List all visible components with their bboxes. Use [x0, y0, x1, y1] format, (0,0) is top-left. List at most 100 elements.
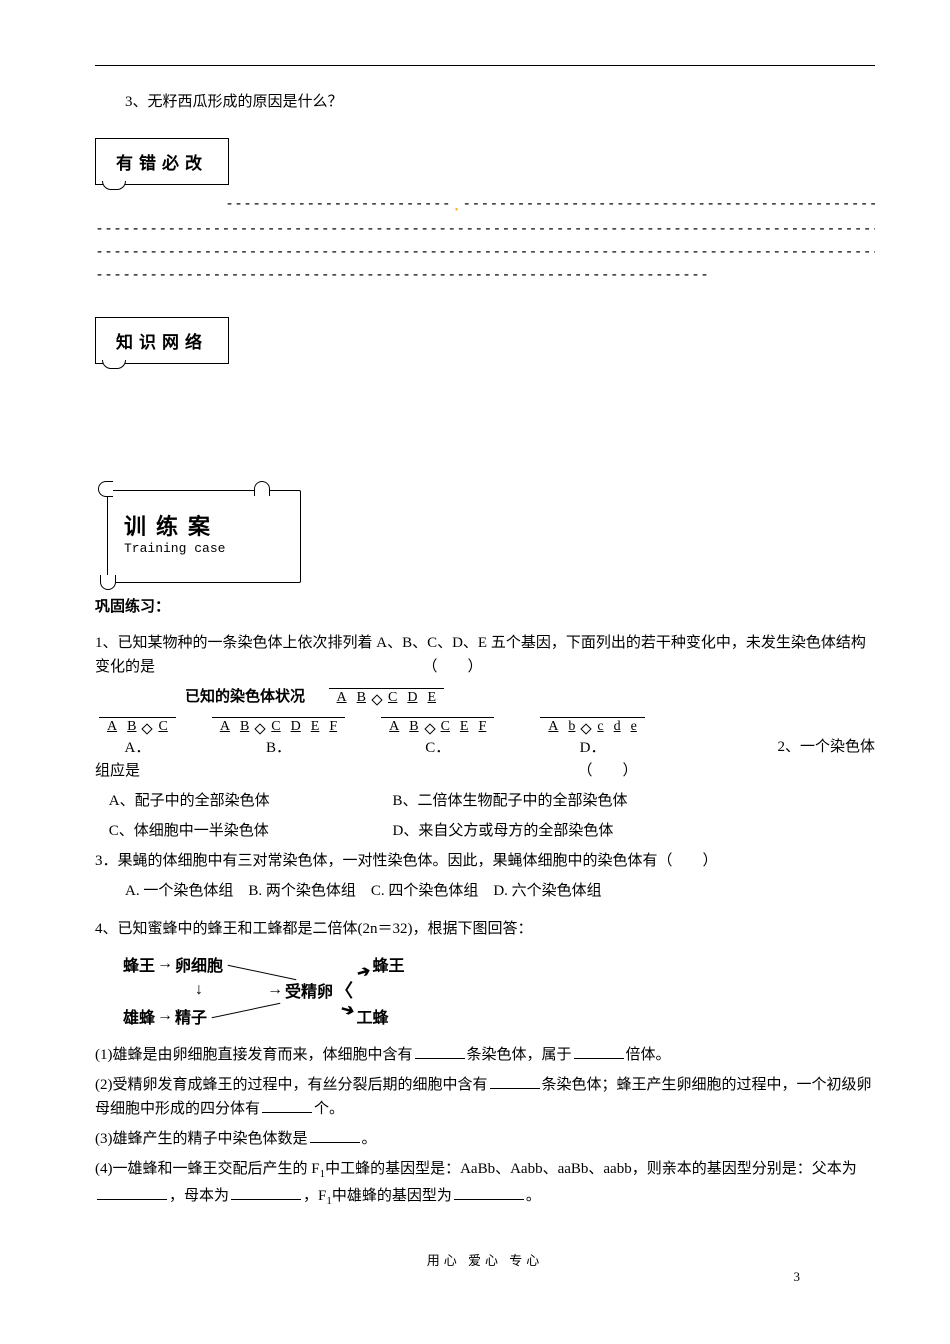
- dash-line-4: ----------------------------------------…: [95, 264, 875, 285]
- q1-known-label: 已知的染色体状况: [185, 689, 305, 705]
- gD1: A: [543, 719, 563, 735]
- q4-p1-b: 条染色体，属于: [467, 1047, 572, 1063]
- dash-line-2: ----------------------------------------…: [95, 218, 875, 239]
- q4-p2: (2)受精卵发育成蜂王的过程中，有丝分裂后期的细胞中含有条染色体；蜂王产生卵细胞…: [95, 1073, 875, 1121]
- q4-p2-a: (2)受精卵发育成蜂王的过程中，有丝分裂后期的细胞中含有: [95, 1077, 488, 1093]
- q2-opt-C: C、体细胞中一半染色体: [109, 819, 389, 843]
- gB5: E: [306, 719, 325, 735]
- q4-p3-a: (3)雄蜂产生的精子中染色体数是: [95, 1131, 308, 1147]
- gA3: C: [153, 719, 172, 735]
- blank: [310, 1127, 360, 1143]
- orange-dot-icon: •: [455, 205, 459, 216]
- scroll-curl-icon: [98, 481, 113, 497]
- q4-p4-e: 中雄蜂的基因型为: [332, 1188, 452, 1204]
- q2-opt-D: D、来自父方或母方的全部染色体: [393, 823, 614, 839]
- q2-tail: 组应是: [95, 763, 140, 779]
- bee-queen-2: 蜂王: [372, 952, 404, 976]
- gC1: A: [384, 719, 404, 735]
- centromere-icon: [581, 723, 592, 734]
- question-4-stem: 4、已知蜜蜂中的蜂王和工蜂都是二倍体(2n＝32)，根据下图回答：: [95, 917, 875, 941]
- section-knowledge-label: 知识网络: [116, 333, 208, 352]
- q-seedless: 3、无籽西瓜形成的原因是什么？: [95, 90, 875, 114]
- blank: [97, 1184, 167, 1200]
- bee-sperm: 精子: [175, 1004, 207, 1028]
- gD5: e: [626, 719, 642, 735]
- gC3: C: [436, 719, 455, 735]
- arrow-right-icon: →: [265, 981, 285, 999]
- q4-p2-c: 个。: [314, 1101, 344, 1117]
- dash-row-1: ------------------------- • ------------…: [95, 191, 875, 216]
- section-corrections: 有错必改: [95, 138, 229, 185]
- gC5: F: [473, 719, 491, 735]
- gene-E: E: [422, 690, 441, 706]
- dash-line-3: ----------------------------------------…: [95, 241, 875, 262]
- gene-B: B: [352, 690, 371, 706]
- q3-opts: A. 一个染色体组 B. 两个染色体组 C. 四个染色体组 D. 六个染色体组: [125, 879, 875, 903]
- diag-line-icon: [212, 1002, 281, 1018]
- gene-D: D: [402, 690, 422, 706]
- q4-p4-b: 中工蜂的基因型是：AaBb、Aabb、aaBb、aabb，则亲本的基因型分别是：…: [325, 1161, 857, 1177]
- bee-fertilized: 受精卵: [285, 978, 333, 1002]
- question-3: 3．果蝇的体细胞中有三对常染色体，一对性染色体。因此，果蝇体细胞中的染色体有（ …: [95, 849, 875, 873]
- dash-line-1a: -------------------------: [225, 193, 451, 214]
- training-case-box: 训练案 Training case: [107, 490, 301, 583]
- q4-p1-c: 倍体。: [626, 1047, 671, 1063]
- q2-lead: 2、一个染色体: [777, 735, 875, 759]
- blank: [415, 1043, 465, 1059]
- training-title: 训练案: [124, 509, 284, 541]
- centromere-icon: [142, 723, 153, 734]
- arrow-down-icon: ↓: [193, 981, 205, 999]
- arrow-right-icon: →: [155, 1007, 175, 1025]
- footer: 用心 爱心 专心 3: [95, 1250, 875, 1269]
- blank: [231, 1184, 301, 1200]
- q4-p4-a: (4)一雄蜂和一蜂王交配后产生的 F: [95, 1161, 320, 1177]
- q1-paren: （ ）: [423, 659, 483, 675]
- q3-stem: 3．果蝇的体细胞中有三对常染色体，一对性染色体。因此，果蝇体细胞中的染色体有（ …: [95, 853, 718, 869]
- gB2: B: [235, 719, 254, 735]
- centromere-icon: [371, 694, 382, 705]
- gene-A: A: [332, 690, 352, 706]
- q2-opts-row1: A、配子中的全部染色体 B、二倍体生物配子中的全部染色体: [95, 789, 875, 813]
- q1-optB-chromo: A B C D E F: [212, 717, 345, 736]
- gD4: d: [609, 719, 626, 735]
- training-sub: Training case: [124, 541, 284, 556]
- q2-opts-row2: C、体细胞中一半染色体 D、来自父方或母方的全部染色体: [95, 819, 875, 843]
- bee-worker: 工蜂: [356, 1004, 388, 1028]
- q4-p3: (3)雄蜂产生的精子中染色体数是 。: [95, 1127, 875, 1151]
- q4-p4-f: 。: [526, 1188, 541, 1204]
- q1-known-chromo: A B C D E: [329, 688, 445, 707]
- blank: [262, 1097, 312, 1113]
- q4-p3-b: 。: [362, 1131, 377, 1147]
- question-2: 2、一个染色体 组应是 （ ）: [95, 735, 875, 783]
- gene-C: C: [383, 690, 402, 706]
- bee-diagram: 蜂王 → 卵细胞 ➔ 蜂王 ↓ → 受精卵 〈 雄蜂 → 精子 ➔ 工蜂: [123, 951, 875, 1029]
- bee-queen-1: 蜂王: [123, 952, 155, 976]
- bee-drone: 雄蜂: [123, 1004, 155, 1028]
- centromere-icon: [255, 723, 266, 734]
- q4-p1: (1)雄蜂是由卵细胞直接发育而来，体细胞中含有条染色体，属于倍体。: [95, 1043, 875, 1067]
- gC2: B: [404, 719, 423, 735]
- gA2: B: [122, 719, 141, 735]
- gB6: F: [324, 719, 342, 735]
- page-number: 3: [794, 1269, 801, 1285]
- q1-known-row: 已知的染色体状况 A B C D E: [185, 685, 875, 707]
- section-knowledge: 知识网络: [95, 317, 229, 364]
- blank: [574, 1043, 624, 1059]
- q4-p4-c: ，母本为: [169, 1188, 229, 1204]
- blank: [490, 1073, 540, 1089]
- q2-opt-A: A、配子中的全部染色体: [109, 789, 389, 813]
- page-top-rule: [95, 65, 875, 66]
- gB1: A: [215, 719, 235, 735]
- practice-heading: 巩固练习：: [95, 595, 875, 619]
- bee-egg: 卵细胞: [175, 952, 223, 976]
- gB3: C: [266, 719, 285, 735]
- gC4: E: [455, 719, 474, 735]
- q1-optC-chromo: A B C E F: [381, 717, 494, 736]
- centromere-icon: [424, 723, 435, 734]
- q1-optD-chromo: A b c d e: [540, 717, 645, 736]
- gD3: c: [592, 719, 608, 735]
- section-corrections-label: 有错必改: [116, 154, 208, 173]
- gD2: b: [563, 719, 580, 735]
- q1-stem: 1、已知某物种的一条染色体上依次排列着 A、B、C、D、E 五个基因，下面列出的…: [95, 631, 875, 679]
- gA1: A: [102, 719, 122, 735]
